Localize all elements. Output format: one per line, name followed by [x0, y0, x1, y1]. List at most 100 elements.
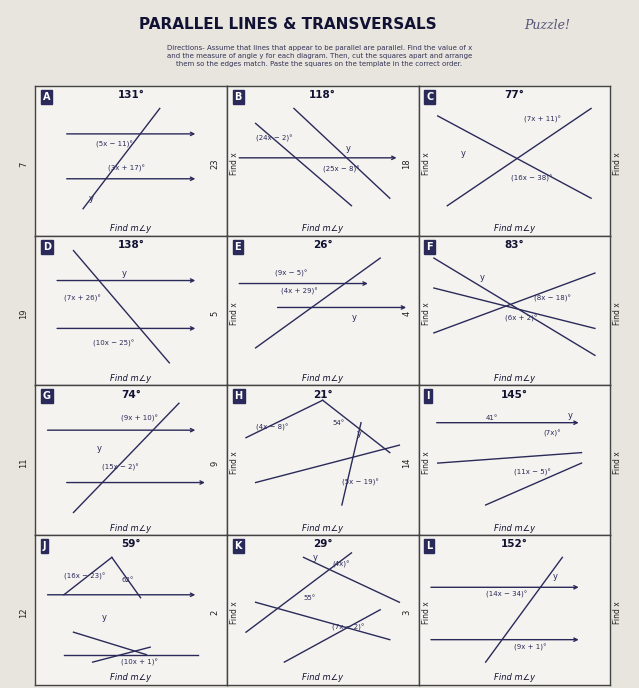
Text: 14: 14: [403, 458, 412, 469]
Text: 54°: 54°: [332, 420, 344, 426]
Text: 74°: 74°: [121, 390, 141, 400]
Text: 3: 3: [403, 610, 412, 616]
Text: y: y: [553, 572, 558, 581]
Text: Find x: Find x: [613, 302, 622, 325]
Text: Find m∠y: Find m∠y: [494, 374, 535, 383]
Text: 23: 23: [211, 158, 220, 169]
Text: 41°: 41°: [486, 415, 498, 421]
Text: (9x + 10)°: (9x + 10)°: [121, 415, 158, 422]
Text: (10x − 25)°: (10x − 25)°: [93, 340, 134, 347]
Text: A: A: [43, 92, 50, 102]
Text: (7x)°: (7x)°: [543, 429, 561, 437]
Text: Find m∠y: Find m∠y: [494, 674, 535, 682]
Text: (9x − 5)°: (9x − 5)°: [275, 270, 307, 277]
Text: (10x + 1)°: (10x + 1)°: [121, 658, 158, 666]
Text: B: B: [235, 92, 242, 102]
Text: 59°: 59°: [121, 539, 141, 550]
Text: Find m∠y: Find m∠y: [111, 674, 151, 682]
Text: y: y: [351, 314, 357, 323]
Text: 152°: 152°: [501, 539, 528, 550]
Text: (4x − 8)°: (4x − 8)°: [256, 424, 288, 431]
Text: (11x − 5)°: (11x − 5)°: [514, 469, 551, 475]
Text: 2: 2: [211, 610, 220, 615]
Text: H: H: [235, 391, 243, 401]
Text: 21°: 21°: [313, 390, 332, 400]
Text: 4: 4: [403, 311, 412, 316]
Text: 26°: 26°: [313, 240, 332, 250]
Text: (4x)°: (4x)°: [332, 561, 350, 568]
Text: Find x: Find x: [613, 452, 622, 475]
Text: PARALLEL LINES & TRANSVERSALS: PARALLEL LINES & TRANSVERSALS: [139, 17, 436, 32]
Text: E: E: [235, 241, 241, 252]
Text: 12: 12: [19, 608, 28, 618]
Text: C: C: [426, 92, 433, 102]
Text: (16x − 23)°: (16x − 23)°: [64, 573, 105, 581]
Text: Find m∠y: Find m∠y: [494, 524, 535, 533]
Text: (24x − 2)°: (24x − 2)°: [256, 135, 292, 142]
Text: K: K: [235, 541, 242, 551]
Text: (6x + 2)°: (6x + 2)°: [505, 314, 537, 321]
Text: y: y: [102, 613, 107, 622]
Text: Find m∠y: Find m∠y: [302, 524, 343, 533]
Text: 55°: 55°: [304, 594, 316, 601]
Text: Find m∠y: Find m∠y: [111, 374, 151, 383]
Text: (4x + 29)°: (4x + 29)°: [281, 288, 318, 294]
Text: (7x + 26)°: (7x + 26)°: [64, 295, 101, 302]
Text: y: y: [313, 553, 318, 562]
Text: (5x − 19)°: (5x − 19)°: [342, 479, 379, 486]
Text: Find m∠y: Find m∠y: [302, 374, 343, 383]
Text: Directions- Assume that lines that appear to be parallel are parallel. Find the : Directions- Assume that lines that appea…: [167, 45, 472, 67]
Text: 29°: 29°: [313, 539, 332, 550]
Text: (7x + 11)°: (7x + 11)°: [524, 116, 561, 122]
Text: (16x − 38)°: (16x − 38)°: [511, 175, 552, 182]
Text: (7x − 2)°: (7x − 2)°: [332, 624, 365, 632]
Text: G: G: [43, 391, 51, 401]
Text: 19: 19: [19, 308, 28, 319]
Text: Find x: Find x: [422, 601, 431, 624]
Text: y: y: [461, 149, 466, 158]
Text: (3x + 17)°: (3x + 17)°: [108, 164, 145, 172]
Text: Find x: Find x: [230, 302, 239, 325]
Text: y: y: [568, 411, 573, 420]
Text: y: y: [357, 429, 362, 438]
Text: Puzzle!: Puzzle!: [524, 19, 570, 32]
Text: L: L: [426, 541, 433, 551]
Text: Find m∠y: Find m∠y: [302, 674, 343, 682]
Text: (5x − 11)°: (5x − 11)°: [96, 141, 134, 148]
Text: Find x: Find x: [230, 452, 239, 475]
Text: 62°: 62°: [121, 577, 134, 583]
Text: Find x: Find x: [230, 153, 239, 175]
Text: (25x − 8)°: (25x − 8)°: [323, 166, 360, 173]
Text: Find m∠y: Find m∠y: [111, 524, 151, 533]
Text: Find x: Find x: [422, 302, 431, 325]
Text: Find m∠y: Find m∠y: [111, 224, 151, 233]
Text: 9: 9: [211, 460, 220, 466]
Text: J: J: [43, 541, 46, 551]
Text: Find x: Find x: [422, 153, 431, 175]
Text: Find m∠y: Find m∠y: [302, 224, 343, 233]
Text: y: y: [96, 444, 102, 453]
Text: 11: 11: [19, 458, 28, 469]
Text: Find x: Find x: [422, 452, 431, 475]
Text: 138°: 138°: [118, 240, 144, 250]
Text: (14x − 34)°: (14x − 34)°: [486, 591, 527, 599]
Text: 118°: 118°: [309, 91, 336, 100]
Text: y: y: [480, 273, 485, 282]
Text: 18: 18: [403, 158, 412, 169]
Text: y: y: [121, 268, 127, 277]
Text: Find m∠y: Find m∠y: [494, 224, 535, 233]
Text: 131°: 131°: [118, 91, 144, 100]
Text: 145°: 145°: [501, 390, 528, 400]
Text: (8x − 18)°: (8x − 18)°: [534, 295, 571, 302]
Text: I: I: [426, 391, 429, 401]
Text: Find x: Find x: [613, 601, 622, 624]
Text: 83°: 83°: [505, 240, 524, 250]
Text: 77°: 77°: [504, 91, 525, 100]
Text: 5: 5: [211, 311, 220, 316]
Text: 7: 7: [19, 161, 28, 166]
Text: Find x: Find x: [230, 601, 239, 624]
Text: y: y: [89, 194, 94, 203]
Text: D: D: [43, 241, 51, 252]
Text: y: y: [346, 144, 351, 153]
Text: (9x + 1)°: (9x + 1)°: [514, 643, 547, 651]
